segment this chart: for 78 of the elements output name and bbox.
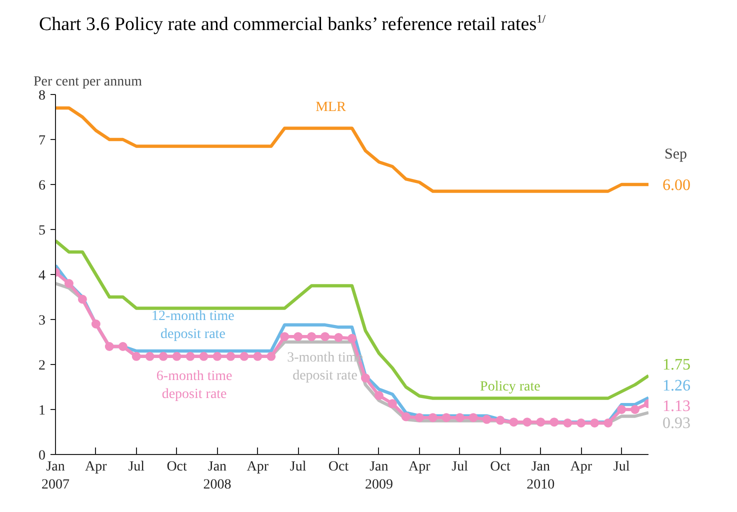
point xyxy=(226,352,236,361)
point xyxy=(509,418,518,427)
x-tick-label: Oct xyxy=(166,460,188,474)
x-tick-label: Jul xyxy=(290,460,306,474)
point xyxy=(294,332,303,342)
point xyxy=(212,352,222,361)
point xyxy=(186,352,195,361)
x-tick-label: Jan 2008 xyxy=(203,460,232,492)
point xyxy=(240,352,249,361)
data-label: 6.00 xyxy=(662,177,690,194)
data-label: 1.26 xyxy=(662,377,690,394)
point xyxy=(360,374,370,382)
series-label: 6-month time deposit rate xyxy=(156,368,232,402)
y-tick-label: 4 xyxy=(38,268,46,284)
point xyxy=(536,418,546,427)
x-tick-label: Apr xyxy=(85,460,108,474)
point xyxy=(455,413,464,422)
series-label: 12-month time deposit rate xyxy=(152,309,234,342)
point xyxy=(617,405,626,414)
y-tick-label: 2 xyxy=(38,358,46,374)
y-axis-title: Per cent per annum xyxy=(34,74,142,90)
point xyxy=(401,412,410,422)
point xyxy=(482,414,492,424)
point xyxy=(563,418,572,428)
y-tick-label: 6 xyxy=(38,178,46,194)
chart-title: Chart 3.6 Policy rate and commercial banks’ reference retail rates$^{1/}$ xyxy=(39,12,546,37)
point xyxy=(576,418,586,428)
point xyxy=(442,413,451,422)
point xyxy=(334,333,344,342)
point xyxy=(630,405,640,414)
point xyxy=(550,418,559,427)
series-label: MLR xyxy=(316,100,347,115)
y-tick-label: 8 xyxy=(38,88,46,104)
point xyxy=(522,418,532,427)
point xyxy=(64,279,74,288)
x-tick-label: Apr xyxy=(570,460,592,474)
point xyxy=(145,352,154,361)
data-label: 1.13 xyxy=(662,398,690,416)
point xyxy=(91,320,100,328)
y-tick-label: 7 xyxy=(38,134,46,148)
point xyxy=(320,332,330,342)
x-tick-label: Apr xyxy=(246,460,269,474)
x-tick-label: Jul xyxy=(452,460,468,474)
point xyxy=(428,413,438,422)
data-label: 1.75 xyxy=(662,356,690,374)
x-tick-label: Apr xyxy=(408,460,431,474)
x-tick-label: Jan 2009 xyxy=(364,460,393,492)
x-tick-label: Jul xyxy=(613,460,630,474)
point xyxy=(78,294,87,304)
line-series xyxy=(56,239,648,400)
x-tick-label: Oct xyxy=(490,460,510,474)
x-tick-label: Jul xyxy=(128,460,145,474)
y-tick-label: 1 xyxy=(38,404,46,418)
point xyxy=(132,352,141,361)
series-label: Policy rate xyxy=(480,380,540,395)
text: Sep xyxy=(664,146,687,162)
y-tick-label: 5 xyxy=(38,224,46,238)
point xyxy=(172,352,182,361)
x-tick-label: Jan 2010 xyxy=(526,460,555,492)
point xyxy=(253,352,262,361)
point xyxy=(158,352,168,361)
point xyxy=(199,352,208,361)
point xyxy=(388,399,397,408)
point xyxy=(496,416,505,425)
point xyxy=(604,418,613,428)
data-label: 0.93 xyxy=(662,415,690,432)
point xyxy=(348,334,356,343)
point xyxy=(468,413,478,422)
y-tick-label: 3 xyxy=(38,314,46,328)
point xyxy=(307,332,316,342)
point xyxy=(266,352,276,361)
point xyxy=(590,418,600,428)
point xyxy=(414,413,424,422)
point xyxy=(104,342,114,351)
point xyxy=(118,342,128,351)
point xyxy=(374,391,384,400)
x-tick-label: Oct xyxy=(328,460,349,474)
point xyxy=(280,332,290,342)
